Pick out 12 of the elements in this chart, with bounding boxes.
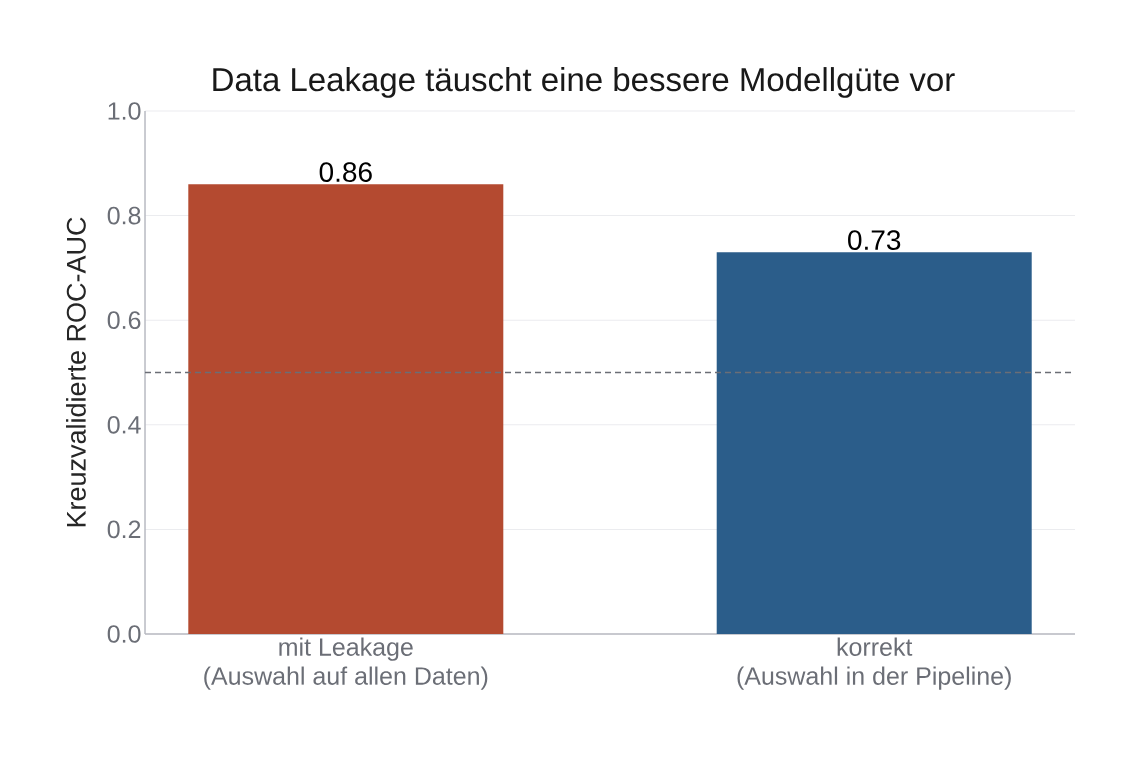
y-tick-label: 0.2 xyxy=(107,520,141,539)
y-axis-title: Kreuzvalidierte ROC-AUC xyxy=(66,217,86,527)
y-tick-label: 0.6 xyxy=(107,311,141,330)
data-label: 0.86 xyxy=(319,162,372,182)
y-tick-label: 0.8 xyxy=(107,206,141,225)
y-tick-label: 0.4 xyxy=(107,415,141,434)
x-tick-label: korrekt (Auswahl in der Pipeline) xyxy=(737,637,1011,690)
data-label: 0.73 xyxy=(848,230,901,250)
x-tick-label: mit Leakage (Auswahl auf allen Daten) xyxy=(204,637,488,690)
y-tick-label: 1.0 xyxy=(108,102,141,120)
y-tick-label: 0.0 xyxy=(107,625,141,643)
chart-title: Data Leakage täuscht eine bessere Modellgüte vor xyxy=(213,67,955,98)
